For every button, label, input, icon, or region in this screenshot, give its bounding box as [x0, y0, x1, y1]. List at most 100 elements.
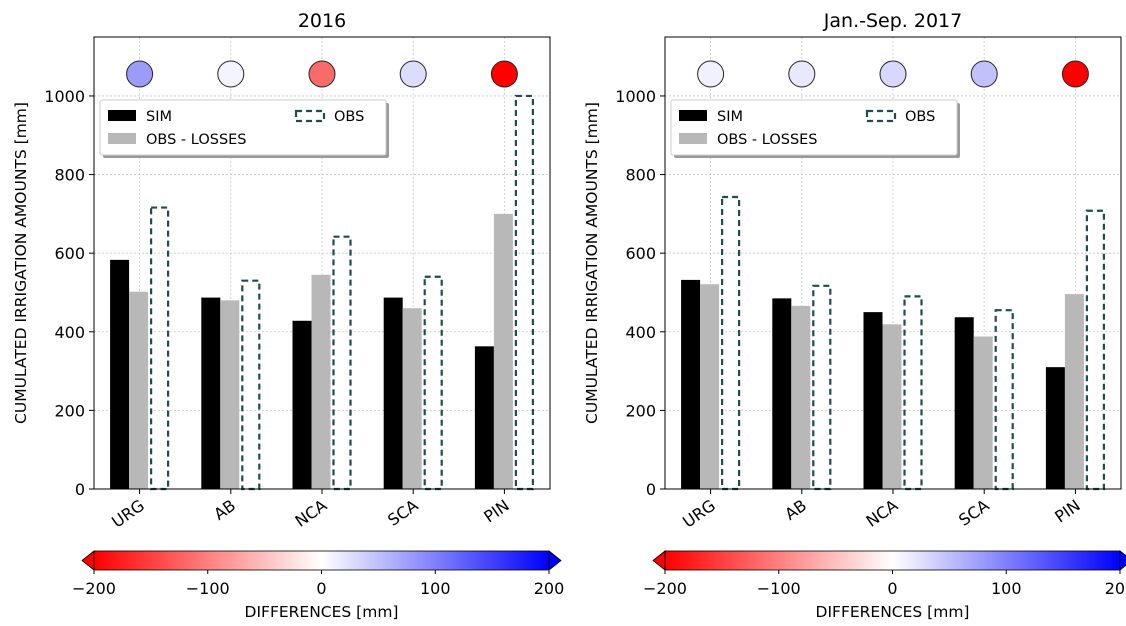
legend-label-obs-losses: OBS - LOSSES — [717, 132, 818, 148]
bar-sim-urg — [681, 279, 701, 489]
legend-label-sim: SIM — [717, 109, 743, 125]
legend-swatch-obs-losses — [679, 133, 707, 144]
x-tick-label-pin: PIN — [480, 496, 512, 527]
bar-obs-urg — [720, 195, 741, 491]
chart-title: Jan.-Sep. 2017 — [823, 10, 962, 32]
colorbar-extend-low — [652, 550, 666, 571]
bar-sim-nca — [863, 312, 883, 489]
bar-sim-sca — [954, 317, 974, 489]
colorbar-tick-label: 100 — [420, 579, 451, 598]
x-tick-label-sca: SCA — [384, 496, 421, 530]
y-tick-label: 800 — [54, 166, 85, 185]
bar-obs-losses-pin — [1064, 294, 1084, 489]
colorbar-extend-high — [548, 550, 562, 571]
bar-obs-losses-sca — [973, 336, 993, 489]
bar-obs-losses-urg — [129, 291, 149, 489]
colorbar-tick-label: −200 — [72, 579, 116, 598]
difference-marker-pin — [1061, 60, 1089, 88]
legend-label-obs-losses: OBS - LOSSES — [146, 132, 247, 148]
colorbar-tick-label: −200 — [643, 579, 687, 598]
y-tick-label: 400 — [625, 323, 656, 342]
bar-sim-ab — [201, 297, 221, 489]
bar-sim-sca — [383, 297, 403, 489]
legend-swatch-obs — [294, 109, 326, 123]
colorbar-tick-label: 200 — [1105, 579, 1126, 598]
colorbar-extend-high — [1119, 550, 1126, 571]
bar-obs-losses-sca — [402, 308, 422, 489]
legend-swatch-obs-losses — [108, 133, 136, 144]
difference-marker-urg — [126, 60, 154, 88]
colorbar-tick-label: −100 — [186, 579, 230, 598]
y-tick-label: 200 — [625, 401, 656, 420]
bar-sim-urg — [110, 259, 130, 489]
y-tick-label: 200 — [54, 401, 85, 420]
y-tick-label: 0 — [646, 480, 656, 499]
x-tick-label-ab: AB — [210, 496, 239, 524]
bar-obs-sca — [994, 309, 1014, 491]
difference-marker-ab — [217, 60, 245, 88]
y-tick-label: 1000 — [615, 87, 656, 106]
difference-marker-urg — [697, 60, 725, 88]
bar-obs-pin — [1085, 209, 1106, 491]
legend-label-obs: OBS — [905, 109, 935, 125]
colorbar-tick-label: −100 — [757, 579, 801, 598]
difference-marker-sca — [970, 60, 998, 88]
colorbar-label: DIFFERENCES [mm] — [245, 603, 399, 621]
y-axis-label: CUMULATED IRRIGATION AMOUNTS [mm] — [583, 102, 601, 424]
y-tick-label: 600 — [54, 244, 85, 263]
bar-obs-losses-nca — [311, 274, 331, 489]
bar-sim-ab — [772, 298, 792, 489]
bar-obs-losses-pin — [493, 213, 513, 489]
difference-marker-sca — [399, 60, 427, 88]
x-tick-label-ab: AB — [781, 496, 810, 524]
legend-swatch-sim — [108, 110, 136, 121]
bar-obs-losses-nca — [882, 324, 902, 489]
x-tick-label-nca: NCA — [291, 496, 330, 531]
colorbar-tick-label: 100 — [991, 579, 1022, 598]
bar-sim-nca — [292, 320, 312, 489]
colorbar-gradient — [94, 551, 549, 570]
y-tick-label: 600 — [625, 244, 656, 263]
bar-obs-ab — [812, 284, 832, 491]
y-axis-label: CUMULATED IRRIGATION AMOUNTS [mm] — [12, 102, 30, 424]
x-tick-label-nca: NCA — [862, 496, 901, 531]
x-tick-label-urg: URG — [108, 496, 148, 532]
x-tick-label-urg: URG — [679, 496, 719, 532]
bar-sim-pin — [1045, 367, 1065, 489]
legend-swatch-sim — [679, 110, 707, 121]
bar-obs-nca — [903, 295, 923, 491]
x-tick-label-sca: SCA — [955, 496, 992, 530]
legend-box — [670, 99, 958, 156]
legend-label-sim: SIM — [146, 109, 172, 125]
y-tick-label: 1000 — [44, 87, 85, 106]
colorbar-extend-low — [81, 550, 95, 571]
colorbar-tick-label: 0 — [316, 579, 326, 598]
bar-obs-nca — [332, 235, 352, 491]
difference-marker-nca — [308, 60, 336, 88]
bar-obs-sca — [423, 275, 443, 491]
bar-obs-ab — [241, 279, 261, 491]
y-tick-label: 800 — [625, 166, 656, 185]
bar-obs-losses-ab — [791, 305, 811, 489]
legend-box — [99, 99, 387, 156]
colorbar-tick-label: 0 — [887, 579, 897, 598]
x-tick-label-pin: PIN — [1051, 496, 1083, 527]
bar-obs-pin — [514, 94, 535, 491]
bar-obs-losses-ab — [220, 300, 240, 489]
difference-marker-ab — [788, 60, 816, 88]
y-tick-label: 0 — [75, 480, 85, 499]
bar-obs-losses-urg — [700, 284, 720, 489]
legend-swatch-obs — [865, 109, 897, 123]
colorbar-label: DIFFERENCES [mm] — [816, 603, 970, 621]
y-tick-label: 400 — [54, 323, 85, 342]
colorbar-gradient — [665, 551, 1120, 570]
legend-label-obs: OBS — [334, 109, 364, 125]
difference-marker-nca — [879, 60, 907, 88]
difference-marker-pin — [490, 60, 518, 88]
chart-title: 2016 — [298, 10, 346, 32]
bar-sim-pin — [474, 346, 494, 489]
colorbar-tick-label: 200 — [534, 579, 565, 598]
